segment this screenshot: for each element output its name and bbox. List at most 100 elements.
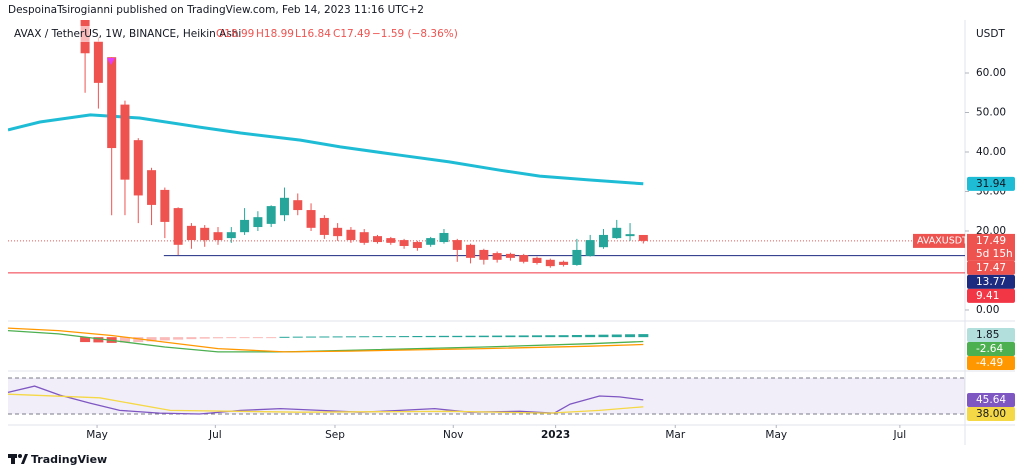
macd-histogram-bar xyxy=(133,337,144,343)
macd-histogram-bar xyxy=(518,335,529,338)
y-tick-label: 0.00 xyxy=(976,304,999,316)
rsi-last-label: 45.64 xyxy=(976,394,1006,406)
ma-last-label: 31.94 xyxy=(976,178,1006,190)
moving-average xyxy=(8,113,644,186)
logo-part xyxy=(21,454,28,464)
candle-body xyxy=(333,227,343,237)
candle-body xyxy=(279,197,289,216)
macd-last-label-bg xyxy=(967,328,1015,342)
candle-body xyxy=(412,242,422,248)
candle-body xyxy=(133,140,143,196)
macd-histogram-bar xyxy=(93,337,104,343)
macd-histogram-bar xyxy=(173,337,184,340)
last-price-bg xyxy=(967,233,1015,261)
macd-histogram-bar xyxy=(625,334,636,338)
macd-histogram-bar xyxy=(119,337,130,343)
macd-histogram-bar xyxy=(332,336,343,338)
macd-histogram-bar xyxy=(372,336,383,338)
candle-body xyxy=(612,227,622,239)
candle-body xyxy=(598,234,608,248)
legend-low: L16.84 xyxy=(295,28,331,40)
candle-body xyxy=(186,225,196,241)
candle-body xyxy=(519,255,529,262)
candle-body xyxy=(585,240,595,256)
macd-line xyxy=(7,327,644,353)
y-tick-label: 50.00 xyxy=(976,107,1006,119)
price-level-label-bg xyxy=(967,288,1015,303)
macd-histogram-bar xyxy=(80,337,91,343)
publisher-line: DespoinaTsirogianni published on Trading… xyxy=(8,4,424,16)
candle-body xyxy=(266,206,276,224)
macd-histogram-bar xyxy=(438,335,449,338)
macd-histogram-bar xyxy=(558,335,569,338)
macd-line xyxy=(7,329,644,353)
candle-body xyxy=(306,210,316,228)
macd-histogram-bar xyxy=(266,337,277,339)
candle-body xyxy=(120,104,130,180)
macd-histogram-bar xyxy=(571,335,582,338)
candle-body xyxy=(505,253,515,258)
rsi-line xyxy=(7,393,644,414)
logo-part xyxy=(18,454,22,458)
candle-body xyxy=(466,244,476,258)
candle-body xyxy=(200,227,210,241)
symbol-badge-bg xyxy=(913,233,965,248)
legend-high: H18.99 xyxy=(256,28,294,40)
candle-body xyxy=(386,238,396,243)
symbol-badge: AVAXUSDT xyxy=(917,235,968,246)
macd-histogram-bar xyxy=(638,334,649,338)
macd-histogram-bar xyxy=(159,337,170,341)
macd-histogram-bar xyxy=(452,335,463,338)
candle-body xyxy=(213,232,223,241)
candle-body xyxy=(426,238,436,245)
x-tick-label: Jul xyxy=(893,429,907,441)
legend-change: −1.59 (−8.36%) xyxy=(372,28,458,40)
candle-body xyxy=(492,253,502,260)
candle-body xyxy=(93,41,103,83)
x-tick-label: Jul xyxy=(208,429,222,441)
candle-body xyxy=(160,189,170,222)
macd-last-label: 1.85 xyxy=(976,329,999,341)
x-tick-label: 2023 xyxy=(541,429,570,441)
candle-body xyxy=(253,217,263,228)
candle-body xyxy=(226,232,236,239)
macd-histogram-bar xyxy=(425,335,436,338)
price-level-label: 17.47 xyxy=(976,262,1006,274)
rsi-band xyxy=(8,378,965,415)
price-level-label: 13.77 xyxy=(976,276,1006,288)
candle-body xyxy=(572,249,582,265)
macd-histogram-bar xyxy=(532,335,543,338)
brand: TradingView xyxy=(8,453,107,466)
macd-histogram-bar xyxy=(319,336,330,338)
candle-body xyxy=(399,240,409,246)
x-tick-label: Sep xyxy=(325,429,345,441)
x-tick-label: Mar xyxy=(665,429,685,441)
macd-histogram-bar xyxy=(399,336,410,338)
candle-body xyxy=(173,208,183,245)
macd-histogram-bar xyxy=(186,337,197,340)
last-price-label: 17.49 xyxy=(976,235,1006,247)
axis-unit: USDT xyxy=(976,28,1005,40)
macd-histogram-bar xyxy=(292,336,303,338)
candle-body xyxy=(373,236,383,243)
macd-histogram-bar xyxy=(359,336,370,338)
x-tick-label: May xyxy=(765,429,787,441)
candle-body xyxy=(532,257,542,263)
legend-close: C17.49 xyxy=(333,28,370,40)
overlay: AVAX / TetherUS, 1W, BINANCE, Heikin Ash… xyxy=(8,26,1005,42)
candle-body xyxy=(147,170,157,205)
macd-histogram-bar xyxy=(226,337,237,339)
legend-title: AVAX / TetherUS, 1W, BINANCE, Heikin Ash… xyxy=(14,28,241,40)
signal-marker xyxy=(107,58,115,65)
macd-histogram-bar xyxy=(345,336,356,338)
rsi-last-label: 38.00 xyxy=(976,408,1006,420)
candle-body xyxy=(439,232,449,243)
rsi-line xyxy=(7,385,644,415)
legend-open: O18.99 xyxy=(216,28,254,40)
macd-histogram-bar xyxy=(213,337,224,339)
brand-name: TradingView xyxy=(31,453,107,466)
macd-histogram-bar xyxy=(279,336,290,338)
price-level-label: 9.41 xyxy=(976,290,999,302)
candle-body xyxy=(559,261,569,265)
candle-body xyxy=(319,217,329,235)
